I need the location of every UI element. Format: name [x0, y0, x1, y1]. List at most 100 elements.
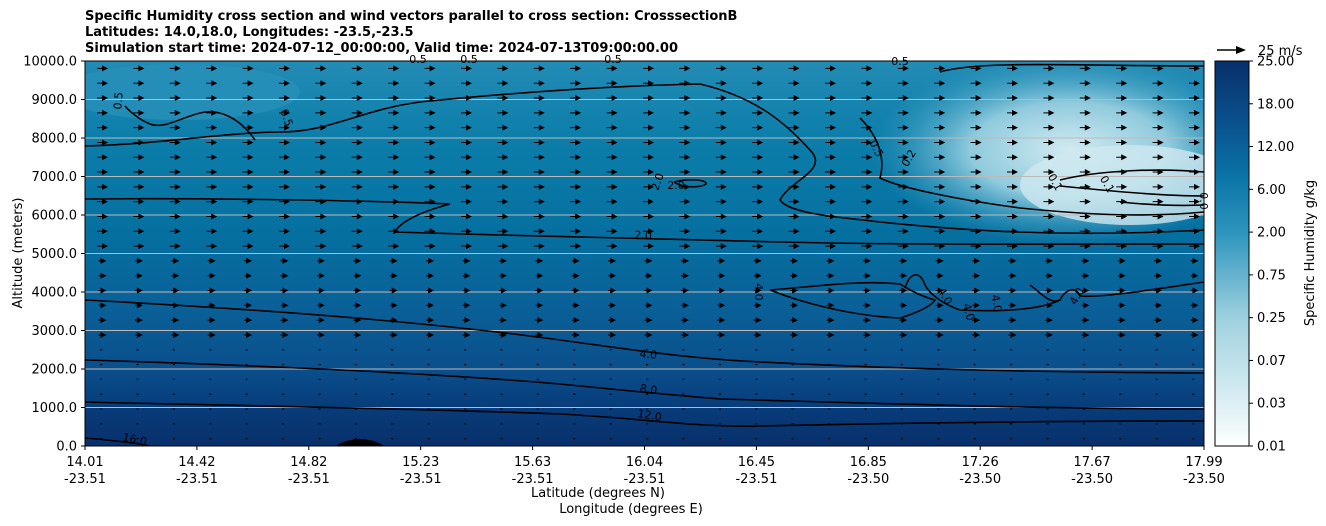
wind-vector [388, 109, 400, 116]
contour-line [879, 221, 1204, 235]
wind-vector [1044, 257, 1053, 264]
wind-vector [606, 169, 618, 176]
wind-vector [279, 213, 290, 220]
wind-vector [1192, 349, 1195, 351]
wind-vector [461, 139, 472, 146]
wind-vector [861, 198, 873, 205]
wind-vector [279, 109, 290, 116]
wind-vector [752, 169, 764, 176]
wind-vector [424, 109, 436, 116]
wind-vector [245, 408, 248, 410]
wind-vector [354, 349, 357, 351]
wind-vector [464, 393, 467, 395]
wind-vector [353, 257, 362, 264]
wind-vector [245, 363, 248, 366]
wind-vector [897, 154, 909, 161]
wind-vector [282, 363, 285, 366]
wind-vector [464, 363, 467, 366]
wind-vector [100, 363, 103, 366]
wind-vector [1081, 287, 1090, 294]
wind-vector [1116, 65, 1128, 72]
wind-vector [315, 198, 327, 205]
wind-vector [608, 317, 617, 324]
wind-vector [752, 80, 764, 87]
wind-vector [497, 228, 509, 235]
wind-vector [242, 95, 254, 102]
wind-vector [1192, 408, 1195, 410]
wind-vector [897, 183, 909, 190]
contour-label: 8.0 [639, 382, 658, 397]
wind-vector [1192, 363, 1195, 366]
wind-vector [389, 272, 398, 279]
wind-vector [172, 437, 175, 440]
wind-vector [897, 169, 909, 176]
wind-vector [1152, 80, 1164, 87]
wind-vector [934, 124, 946, 131]
wind-vector [209, 408, 212, 410]
wind-vector [206, 139, 218, 146]
wind-vector [279, 183, 290, 190]
contour-line [1029, 284, 1061, 302]
colorbar-tick-label: 2.00 [1257, 226, 1286, 241]
wind-vector [973, 408, 976, 410]
wind-vector [970, 213, 982, 220]
wind-vector [424, 95, 436, 102]
wind-vector [351, 139, 363, 146]
wind-vector [497, 243, 509, 250]
wind-vector [427, 363, 430, 366]
wind-vector [391, 423, 394, 425]
wind-vector [646, 423, 649, 425]
wind-vector [862, 272, 871, 279]
wind-vector [207, 331, 216, 338]
wind-vector [900, 349, 903, 351]
wind-vector [354, 423, 357, 425]
wind-vector [242, 154, 254, 161]
wind-vector [354, 408, 357, 410]
wind-vector [206, 95, 218, 102]
wind-vector [573, 363, 576, 366]
wind-vector [426, 257, 435, 264]
wind-vector [533, 228, 545, 235]
wind-vector [643, 198, 654, 205]
wind-vector [1010, 363, 1013, 366]
wind-vector [755, 393, 758, 395]
wind-vector [718, 363, 721, 366]
wind-vector [315, 154, 327, 161]
wind-vector [788, 95, 800, 102]
chart-title-line-3: Simulation start time: 2024-07-12_00:00:… [85, 41, 678, 56]
quiver-key-label: 25 m/s [1258, 44, 1303, 59]
wind-vector [606, 139, 618, 146]
wind-vector [535, 317, 544, 324]
wind-vector [1154, 257, 1163, 264]
wind-vector [136, 408, 139, 410]
wind-vector [1007, 139, 1018, 146]
wind-vector [1152, 65, 1164, 72]
wind-vector [1116, 228, 1128, 235]
wind-vector [828, 437, 831, 440]
wind-vector [680, 272, 689, 279]
contour-line [1059, 185, 1204, 197]
wind-vector [1079, 80, 1091, 87]
wind-vector [1081, 317, 1090, 324]
wind-vector [788, 243, 800, 250]
wind-vector [570, 80, 582, 87]
wind-vector [1079, 154, 1091, 161]
wind-vector [828, 408, 831, 410]
wind-vector [242, 139, 254, 146]
y-tick-label: 5000.0 [32, 247, 78, 262]
wind-vector [207, 287, 216, 294]
wind-vector [1082, 408, 1085, 410]
wind-vector [791, 423, 794, 425]
wind-vector [644, 317, 653, 324]
wind-vector [972, 272, 981, 279]
wind-vector [897, 228, 909, 235]
wind-vector [752, 198, 764, 205]
wind-vector [826, 331, 835, 338]
wind-vector [718, 423, 721, 425]
wind-vector [717, 257, 726, 264]
wind-vector [679, 109, 691, 116]
wind-vector [391, 393, 394, 395]
wind-vector [97, 139, 108, 146]
wind-vector [136, 349, 139, 351]
wind-vector [935, 272, 944, 279]
